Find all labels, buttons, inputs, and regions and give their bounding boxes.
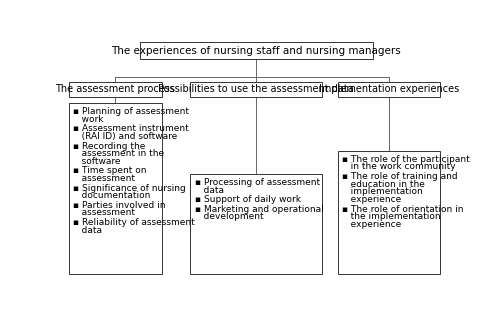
FancyBboxPatch shape — [68, 82, 162, 97]
Text: education in the: education in the — [342, 180, 425, 189]
Text: ▪ The role of orientation in: ▪ The role of orientation in — [342, 204, 464, 214]
Text: ▪ The role of training and: ▪ The role of training and — [342, 172, 458, 181]
Text: ▪ The role of the participant: ▪ The role of the participant — [342, 155, 470, 164]
FancyBboxPatch shape — [338, 151, 440, 274]
Text: The experiences of nursing staff and nursing managers: The experiences of nursing staff and nur… — [112, 46, 401, 56]
Text: implementation: implementation — [342, 187, 423, 196]
Text: ▪ Planning of assessment: ▪ Planning of assessment — [74, 107, 190, 116]
Text: the implementation: the implementation — [342, 212, 441, 221]
Text: experience: experience — [342, 195, 402, 204]
Text: software: software — [74, 157, 121, 166]
Text: ▪ Parties involved in: ▪ Parties involved in — [74, 201, 166, 210]
Text: assessment in the: assessment in the — [74, 149, 164, 158]
FancyBboxPatch shape — [190, 174, 322, 274]
Text: experience: experience — [342, 220, 402, 229]
Text: in the work community: in the work community — [342, 163, 456, 171]
Text: Implementation experiences: Implementation experiences — [318, 84, 459, 94]
Text: assessment: assessment — [74, 209, 136, 217]
Text: ▪ Time spent on: ▪ Time spent on — [74, 166, 147, 175]
Text: work: work — [74, 115, 104, 124]
Text: development: development — [195, 212, 264, 221]
Text: ▪ Significance of nursing: ▪ Significance of nursing — [74, 184, 186, 192]
Text: assessment: assessment — [74, 174, 136, 183]
Text: (RAI ID) and software: (RAI ID) and software — [74, 132, 178, 141]
Text: Possibilities to use the assessment data: Possibilities to use the assessment data — [158, 84, 354, 94]
FancyBboxPatch shape — [190, 82, 322, 97]
Text: ▪ Support of daily work: ▪ Support of daily work — [195, 195, 301, 204]
Text: ▪ Recording the: ▪ Recording the — [74, 141, 146, 151]
Text: ▪ Processing of assessment: ▪ Processing of assessment — [195, 178, 320, 187]
Text: data: data — [195, 186, 224, 195]
FancyBboxPatch shape — [338, 82, 440, 97]
Text: data: data — [74, 226, 102, 235]
Text: ▪ Assessment instrument: ▪ Assessment instrument — [74, 124, 189, 133]
FancyBboxPatch shape — [68, 103, 162, 274]
FancyBboxPatch shape — [140, 43, 372, 59]
Text: ▪ Reliability of assessment: ▪ Reliability of assessment — [74, 218, 195, 227]
Text: documentation: documentation — [74, 191, 150, 200]
Text: The assessment process: The assessment process — [55, 84, 175, 94]
Text: ▪ Marketing and operational: ▪ Marketing and operational — [195, 205, 324, 214]
